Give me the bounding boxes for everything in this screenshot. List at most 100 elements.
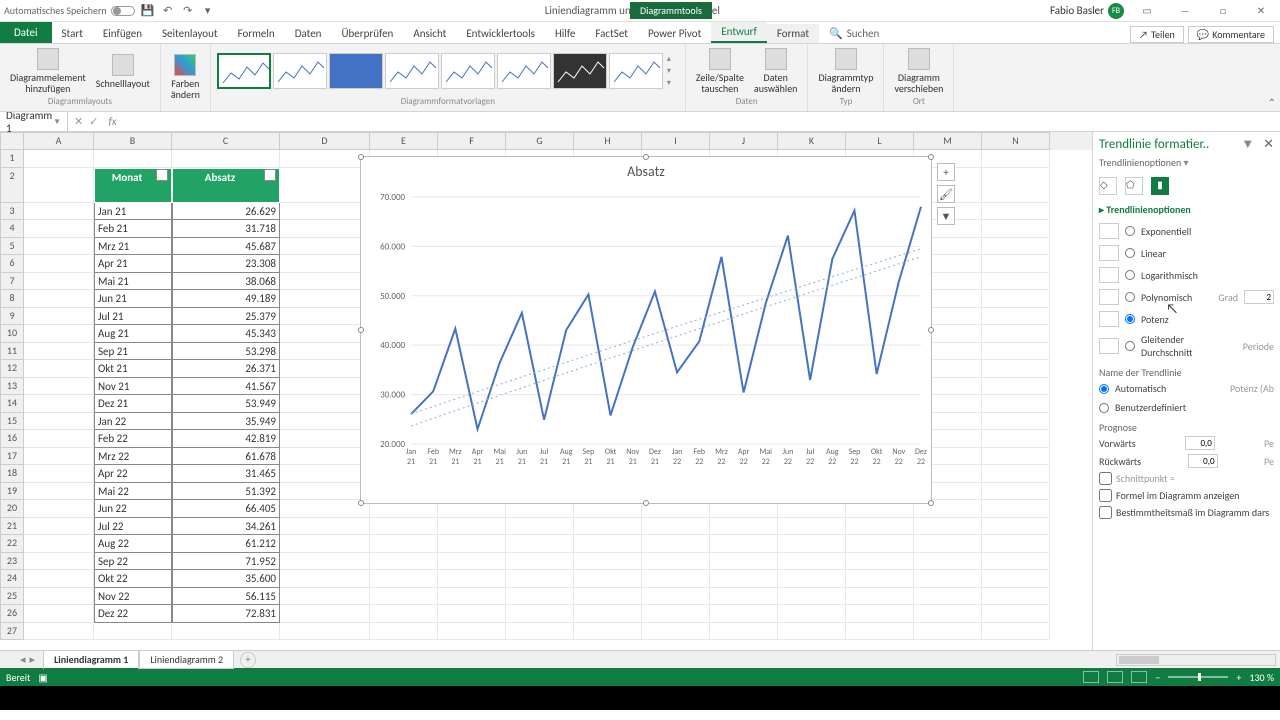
- chart-elements-button[interactable]: +: [937, 163, 955, 181]
- cell[interactable]: [24, 325, 94, 343]
- cell[interactable]: [982, 588, 1050, 606]
- option-exponential[interactable]: Exponentiell: [1099, 220, 1274, 242]
- tab-start[interactable]: Start: [52, 24, 93, 43]
- col-header[interactable]: C: [172, 132, 280, 150]
- name-custom[interactable]: Benutzerdefiniert: [1099, 398, 1274, 417]
- save-icon[interactable]: 💾: [141, 4, 155, 18]
- option-power[interactable]: Potenz: [1099, 308, 1274, 330]
- cell[interactable]: Monat▾: [94, 168, 172, 203]
- cell[interactable]: Nov 21: [94, 378, 172, 396]
- user-account[interactable]: Fabio Basler FB: [1050, 3, 1124, 19]
- maximize-icon[interactable]: □: [1208, 1, 1238, 21]
- cell[interactable]: 61.212: [172, 535, 280, 553]
- cell[interactable]: [24, 605, 94, 623]
- cell[interactable]: Dez 21: [94, 395, 172, 413]
- cell[interactable]: [24, 308, 94, 326]
- cell[interactable]: [982, 238, 1050, 256]
- cell[interactable]: [642, 605, 710, 623]
- cell[interactable]: 42.819: [172, 430, 280, 448]
- row-header[interactable]: 25: [0, 588, 24, 606]
- cell[interactable]: [982, 360, 1050, 378]
- show-equation-checkbox[interactable]: Formel im Diagramm anzeigen: [1099, 487, 1274, 504]
- name-automatic[interactable]: AutomatischPotenz (Ab: [1099, 379, 1274, 398]
- cell[interactable]: [982, 378, 1050, 396]
- macro-record-icon[interactable]: ▣: [38, 671, 47, 684]
- chart-object[interactable]: Absatz 70.00060.00050.00040.00030.00020.…: [360, 156, 932, 504]
- change-chart-type-button[interactable]: Diagrammtyp ändern: [814, 46, 877, 96]
- row-header[interactable]: 19: [0, 483, 24, 501]
- cell[interactable]: [280, 238, 370, 256]
- cell[interactable]: [280, 448, 370, 466]
- cell[interactable]: [280, 535, 370, 553]
- cell[interactable]: 72.831: [172, 605, 280, 623]
- cell[interactable]: [506, 605, 574, 623]
- option-moving-avg[interactable]: Gleitender Durchschnitt Periode: [1099, 330, 1274, 362]
- forecast-backward[interactable]: RückwärtsPe: [1099, 452, 1274, 470]
- row-header[interactable]: 8: [0, 290, 24, 308]
- cell[interactable]: [778, 605, 846, 623]
- row-header[interactable]: 21: [0, 518, 24, 536]
- cell[interactable]: [574, 605, 642, 623]
- cell[interactable]: [94, 623, 172, 641]
- cell[interactable]: [574, 570, 642, 588]
- row-header[interactable]: 14: [0, 395, 24, 413]
- cell[interactable]: [846, 623, 914, 641]
- cell[interactable]: [846, 570, 914, 588]
- option-polynomial[interactable]: Polynomisch Grad: [1099, 286, 1274, 308]
- chart-styles-button[interactable]: 🖌: [937, 185, 955, 203]
- tab-file[interactable]: Datei: [0, 22, 52, 43]
- cell[interactable]: [24, 500, 94, 518]
- cell[interactable]: [24, 220, 94, 238]
- cell[interactable]: [914, 570, 982, 588]
- share-button[interactable]: ↗Teilen: [1130, 26, 1184, 43]
- cell[interactable]: [24, 588, 94, 606]
- tab-factset[interactable]: FactSet: [585, 24, 638, 43]
- cell[interactable]: [370, 553, 438, 571]
- cell[interactable]: [94, 150, 172, 168]
- cell[interactable]: [982, 535, 1050, 553]
- row-header[interactable]: 10: [0, 325, 24, 343]
- cell[interactable]: [24, 483, 94, 501]
- cell[interactable]: [982, 553, 1050, 571]
- cell[interactable]: [914, 588, 982, 606]
- cell[interactable]: Nov 22: [94, 588, 172, 606]
- cell[interactable]: [280, 553, 370, 571]
- cell[interactable]: [710, 623, 778, 641]
- chart-style-3[interactable]: [329, 53, 383, 89]
- cell[interactable]: Absatz▾: [172, 168, 280, 203]
- cell[interactable]: [846, 588, 914, 606]
- cell[interactable]: [280, 500, 370, 518]
- cell[interactable]: [24, 430, 94, 448]
- change-colors-button[interactable]: Farben ändern: [167, 52, 204, 102]
- cell[interactable]: 23.308: [172, 255, 280, 273]
- row-header[interactable]: 7: [0, 273, 24, 291]
- tab-einfügen[interactable]: Einfügen: [93, 24, 152, 43]
- cell[interactable]: [24, 150, 94, 168]
- cell[interactable]: Feb 21: [94, 220, 172, 238]
- cell[interactable]: [24, 570, 94, 588]
- cell[interactable]: [846, 553, 914, 571]
- autosave-toggle[interactable]: Automatisches Speichern: [4, 4, 135, 17]
- cell[interactable]: [24, 255, 94, 273]
- cell[interactable]: [642, 535, 710, 553]
- cell[interactable]: [506, 623, 574, 641]
- cell[interactable]: [914, 535, 982, 553]
- cell[interactable]: [982, 203, 1050, 221]
- horizontal-scrollbar[interactable]: [1116, 654, 1276, 666]
- cell[interactable]: [24, 168, 94, 203]
- cell[interactable]: [982, 290, 1050, 308]
- cell[interactable]: [982, 623, 1050, 641]
- cell[interactable]: [778, 553, 846, 571]
- cell[interactable]: Mai 22: [94, 483, 172, 501]
- cell[interactable]: 61.678: [172, 448, 280, 466]
- cell[interactable]: [280, 395, 370, 413]
- cell[interactable]: [280, 465, 370, 483]
- cell[interactable]: [280, 203, 370, 221]
- add-chart-element-button[interactable]: Diagrammelement hinzufügen: [6, 46, 90, 96]
- cell[interactable]: [710, 518, 778, 536]
- cell[interactable]: [642, 588, 710, 606]
- comments-button[interactable]: 💬Kommentare: [1188, 26, 1274, 43]
- fill-line-tab-icon[interactable]: ◇: [1099, 177, 1117, 195]
- col-header[interactable]: G: [506, 132, 574, 150]
- cell[interactable]: Sep 21: [94, 343, 172, 361]
